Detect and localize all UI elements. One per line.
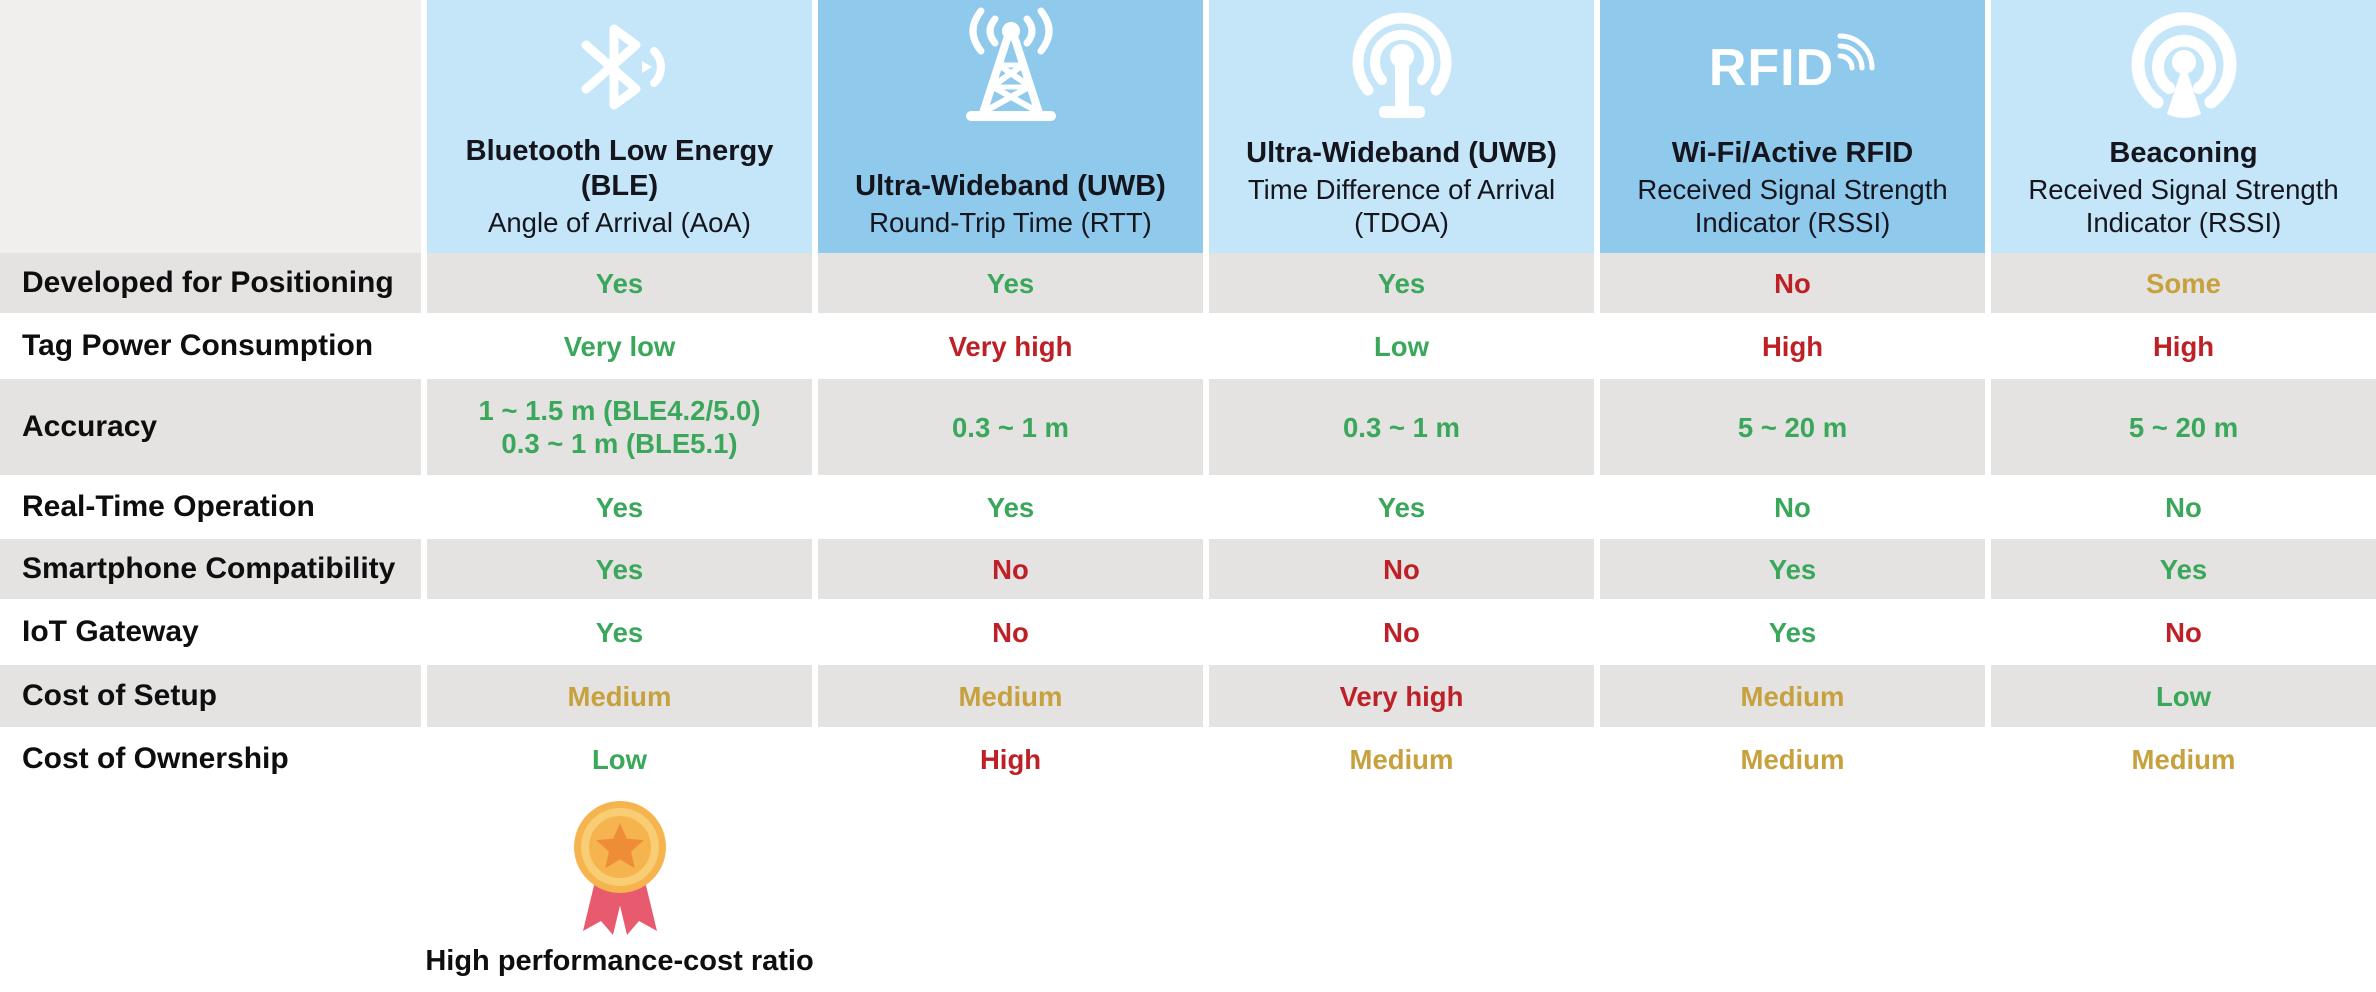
table-cell: No [1209,599,1594,665]
medal-icon [573,801,666,935]
row-label: Tag Power Consumption [0,313,421,379]
table-cell: Yes [1600,599,1985,665]
table-cell: No [1991,475,2376,539]
table-cell: Very low [427,313,812,379]
table-cell: Medium [1600,665,1985,727]
table-cell: No [1600,475,1985,539]
radio-tower-icon [941,0,1081,138]
table-cell: Very high [818,313,1203,379]
table-cell: Yes [427,475,812,539]
medal-caption: High performance-cost ratio [425,945,814,977]
table-cell: High [1991,313,2376,379]
accuracy-line-1: 1 ~ 1.5 m (BLE4.2/5.0) [478,395,761,426]
table-cell: Yes [818,253,1203,313]
row-label: Real-Time Operation [0,475,421,539]
table-cell: Yes [1209,253,1594,313]
column-header-beaconing: Beaconing Received Signal Strength Indic… [1991,0,2376,253]
table-cell: 5 ~ 20 m [1600,379,1985,475]
row-label: Cost of Ownership [0,727,421,791]
table-cell: Yes [1991,539,2376,599]
column-title: Bluetooth Low Energy (BLE) [465,135,774,202]
table-cell: Medium [1209,727,1594,791]
table-cell: 1 ~ 1.5 m (BLE4.2/5.0) 0.3 ~ 1 m (BLE5.1… [427,379,812,475]
beacon-icon [2125,0,2243,136]
table-cell: No [818,539,1203,599]
column-header-uwb-rtt: Ultra-Wideband (UWB) Round-Trip Time (RT… [818,0,1203,253]
row-label: Cost of Setup [0,665,421,727]
row-label: Developed for Positioning [0,253,421,313]
column-title: Beaconing [2109,137,2258,169]
rfid-icon: RFID [1709,0,1876,136]
column-subtitle: Time Difference of Arrival (TDOA) [1247,174,1556,238]
table-cell: Very high [1209,665,1594,727]
table-cell: Some [1991,253,2376,313]
column-header-wifi-rfid: RFID Wi-Fi/Active RFID Received Signal S… [1600,0,1985,253]
table-cell: Medium [427,665,812,727]
table-cell: No [1209,539,1594,599]
bluetooth-icon [574,0,666,134]
table-cell: No [1600,253,1985,313]
column-subtitle: Received Signal Strength Indicator (RSSI… [1637,174,1948,238]
table-cell: Low [1991,665,2376,727]
table-cell: Yes [427,253,812,313]
table-cell: Yes [1600,539,1985,599]
table-cell: No [1991,599,2376,665]
row-label: Smartphone Compatibility [0,539,421,599]
column-header-ble-aoa: Bluetooth Low Energy (BLE) Angle of Arri… [427,0,812,253]
column-subtitle: Angle of Arrival (AoA) [488,207,751,238]
column-title: Wi-Fi/Active RFID [1671,137,1914,169]
table-cell: 0.3 ~ 1 m [1209,379,1594,475]
column-subtitle: Received Signal Strength Indicator (RSSI… [2028,174,2339,238]
table-cell: Yes [1209,475,1594,539]
table-cell: Medium [818,665,1203,727]
column-subtitle: Round-Trip Time (RTT) [869,207,1152,238]
table-cell: 5 ~ 20 m [1991,379,2376,475]
column-title: Ultra-Wideband (UWB) [855,170,1166,202]
accuracy-line-2: 0.3 ~ 1 m (BLE5.1) [501,428,738,459]
table-cell: 0.3 ~ 1 m [818,379,1203,475]
table-cell: No [818,599,1203,665]
broadcast-antenna-icon [1340,0,1464,136]
comparison-table: Bluetooth Low Energy (BLE) Angle of Arri… [0,0,2376,791]
row-label: Accuracy [0,379,421,475]
table-cell: Low [1209,313,1594,379]
footer-annotation: High performance-cost ratio [0,791,2376,992]
table-cell: High [1600,313,1985,379]
column-title: Ultra-Wideband (UWB) [1246,137,1557,169]
table-cell: Yes [427,539,812,599]
row-label: IoT Gateway [0,599,421,665]
table-corner-spacer [0,0,421,253]
table-cell: Yes [427,599,812,665]
table-cell: Yes [818,475,1203,539]
rfid-icon-text: RFID [1708,39,1835,97]
table-cell: Medium [1600,727,1985,791]
table-cell: Low [427,727,812,791]
table-cell: High [818,727,1203,791]
column-header-uwb-tdoa: Ultra-Wideband (UWB) Time Difference of … [1209,0,1594,253]
table-cell: Medium [1991,727,2376,791]
